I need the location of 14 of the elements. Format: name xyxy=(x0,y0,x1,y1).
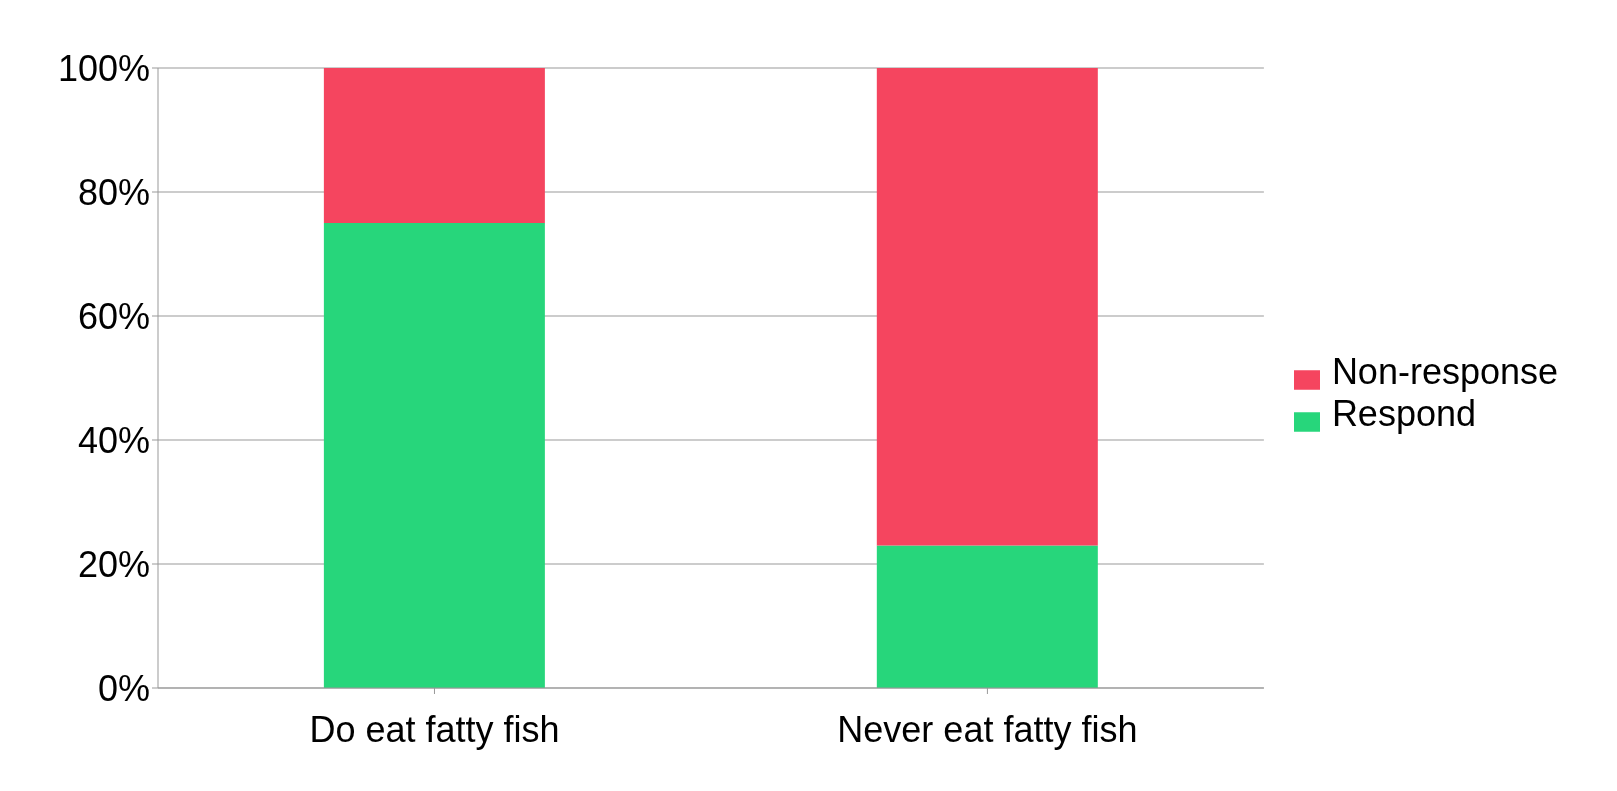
bar xyxy=(323,68,545,223)
x-tick-label: Never eat fatty fish xyxy=(837,708,1138,750)
bar xyxy=(876,545,1098,688)
y-tick-label: 20% xyxy=(77,543,150,585)
legend-label: Non-response xyxy=(1331,351,1558,392)
y-tick-label: 80% xyxy=(77,171,150,213)
x-tick-label: Do eat fatty fish xyxy=(309,708,560,750)
y-tick-label: 100% xyxy=(57,47,150,89)
legend-label: Respond xyxy=(1331,393,1476,434)
y-tick-label: 60% xyxy=(77,295,150,337)
y-tick-label: 40% xyxy=(77,419,150,461)
bar xyxy=(323,223,545,688)
y-tick-label: 0% xyxy=(97,667,150,709)
bar xyxy=(876,68,1098,546)
